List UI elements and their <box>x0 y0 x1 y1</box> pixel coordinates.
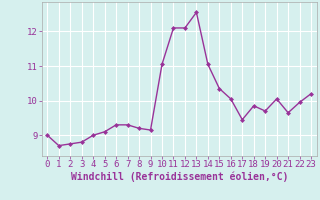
X-axis label: Windchill (Refroidissement éolien,°C): Windchill (Refroidissement éolien,°C) <box>70 172 288 182</box>
